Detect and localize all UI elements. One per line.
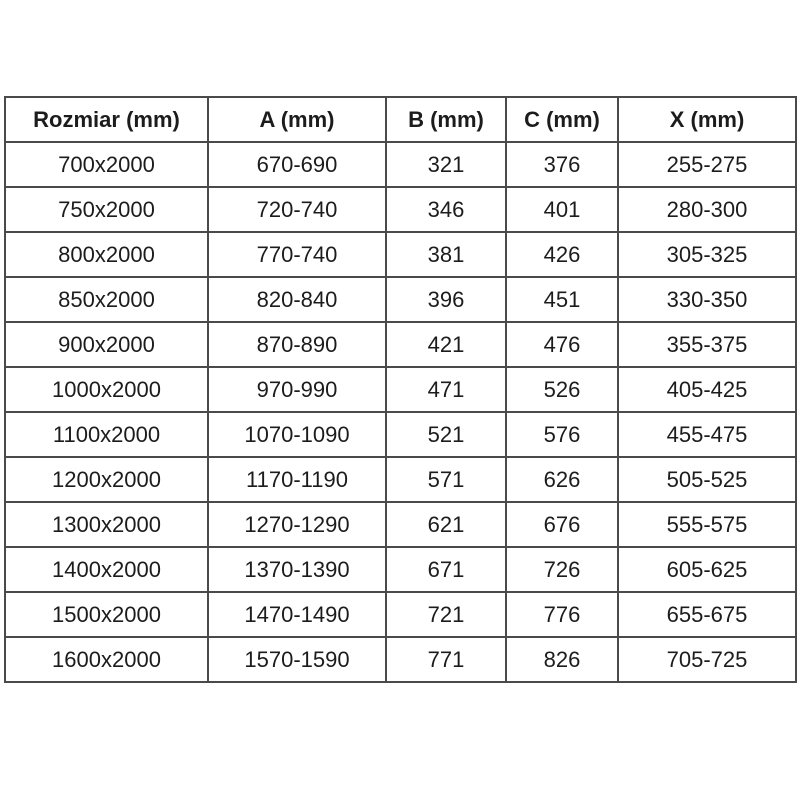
table-row: 1000x2000 970-990 471 526 405-425: [4, 366, 797, 413]
table-cell: 771: [385, 636, 507, 683]
table-cell: 726: [505, 546, 619, 593]
table-cell: 1100x2000: [4, 411, 209, 458]
table-cell: 770-740: [207, 231, 387, 278]
table-body: 700x2000 670-690 321 376 255-275 750x2000 720-…: [4, 141, 797, 683]
table-cell: 521: [385, 411, 507, 458]
table-cell: 1500x2000: [4, 591, 209, 638]
column-header: Rozmiar (mm): [4, 96, 209, 143]
table-cell: 820-840: [207, 276, 387, 323]
table-cell: 970-990: [207, 366, 387, 413]
table-row: 1100x2000 1070-1090 521 576 455-475: [4, 411, 797, 458]
table-row: 1200x2000 1170-1190 571 626 505-525: [4, 456, 797, 503]
column-header: C (mm): [505, 96, 619, 143]
table-cell: 705-725: [617, 636, 797, 683]
table-cell: 426: [505, 231, 619, 278]
table-cell: 405-425: [617, 366, 797, 413]
table-row: 750x2000 720-740 346 401 280-300: [4, 186, 797, 233]
table-cell: 750x2000: [4, 186, 209, 233]
table-cell: 280-300: [617, 186, 797, 233]
table-cell: 321: [385, 141, 507, 188]
table-cell: 576: [505, 411, 619, 458]
table-cell: 900x2000: [4, 321, 209, 368]
table-cell: 455-475: [617, 411, 797, 458]
table-cell: 800x2000: [4, 231, 209, 278]
table-cell: 471: [385, 366, 507, 413]
table-cell: 401: [505, 186, 619, 233]
table-cell: 776: [505, 591, 619, 638]
table-row: 900x2000 870-890 421 476 355-375: [4, 321, 797, 368]
table-row: 1500x2000 1470-1490 721 776 655-675: [4, 591, 797, 638]
column-header: B (mm): [385, 96, 507, 143]
table-cell: 621: [385, 501, 507, 548]
table-cell: 1000x2000: [4, 366, 209, 413]
table-cell: 255-275: [617, 141, 797, 188]
table-row: 800x2000 770-740 381 426 305-325: [4, 231, 797, 278]
table-cell: 1200x2000: [4, 456, 209, 503]
table-cell: 526: [505, 366, 619, 413]
column-header: X (mm): [617, 96, 797, 143]
table-cell: 1470-1490: [207, 591, 387, 638]
table-cell: 626: [505, 456, 619, 503]
table-cell: 850x2000: [4, 276, 209, 323]
table-cell: 476: [505, 321, 619, 368]
table-cell: 376: [505, 141, 619, 188]
table-cell: 1300x2000: [4, 501, 209, 548]
table-cell: 381: [385, 231, 507, 278]
table-cell: 720-740: [207, 186, 387, 233]
table-cell: 700x2000: [4, 141, 209, 188]
table-cell: 1070-1090: [207, 411, 387, 458]
table-cell: 330-350: [617, 276, 797, 323]
header-row: Rozmiar (mm) A (mm) B (mm) C (mm) X (mm): [4, 96, 797, 143]
table-row: 700x2000 670-690 321 376 255-275: [4, 141, 797, 188]
table-cell: 1400x2000: [4, 546, 209, 593]
table-cell: 451: [505, 276, 619, 323]
table-cell: 671: [385, 546, 507, 593]
table-cell: 555-575: [617, 501, 797, 548]
table-cell: 1370-1390: [207, 546, 387, 593]
table-cell: 1600x2000: [4, 636, 209, 683]
table-cell: 826: [505, 636, 619, 683]
table-cell: 421: [385, 321, 507, 368]
size-table: Rozmiar (mm) A (mm) B (mm) C (mm) X (mm) 700…: [4, 96, 797, 683]
table-cell: 346: [385, 186, 507, 233]
table-cell: 1270-1290: [207, 501, 387, 548]
table-cell: 676: [505, 501, 619, 548]
table-cell: 1570-1590: [207, 636, 387, 683]
table-cell: 721: [385, 591, 507, 638]
table-cell: 505-525: [617, 456, 797, 503]
table-cell: 396: [385, 276, 507, 323]
table-cell: 870-890: [207, 321, 387, 368]
table-row: 1400x2000 1370-1390 671 726 605-625: [4, 546, 797, 593]
table-cell: 305-325: [617, 231, 797, 278]
table-cell: 670-690: [207, 141, 387, 188]
table-row: 1300x2000 1270-1290 621 676 555-575: [4, 501, 797, 548]
table-row: 850x2000 820-840 396 451 330-350: [4, 276, 797, 323]
table-row: 1600x2000 1570-1590 771 826 705-725: [4, 636, 797, 683]
table-cell: 605-625: [617, 546, 797, 593]
column-header: A (mm): [207, 96, 387, 143]
table-cell: 355-375: [617, 321, 797, 368]
table-cell: 571: [385, 456, 507, 503]
table-cell: 1170-1190: [207, 456, 387, 503]
table-cell: 655-675: [617, 591, 797, 638]
